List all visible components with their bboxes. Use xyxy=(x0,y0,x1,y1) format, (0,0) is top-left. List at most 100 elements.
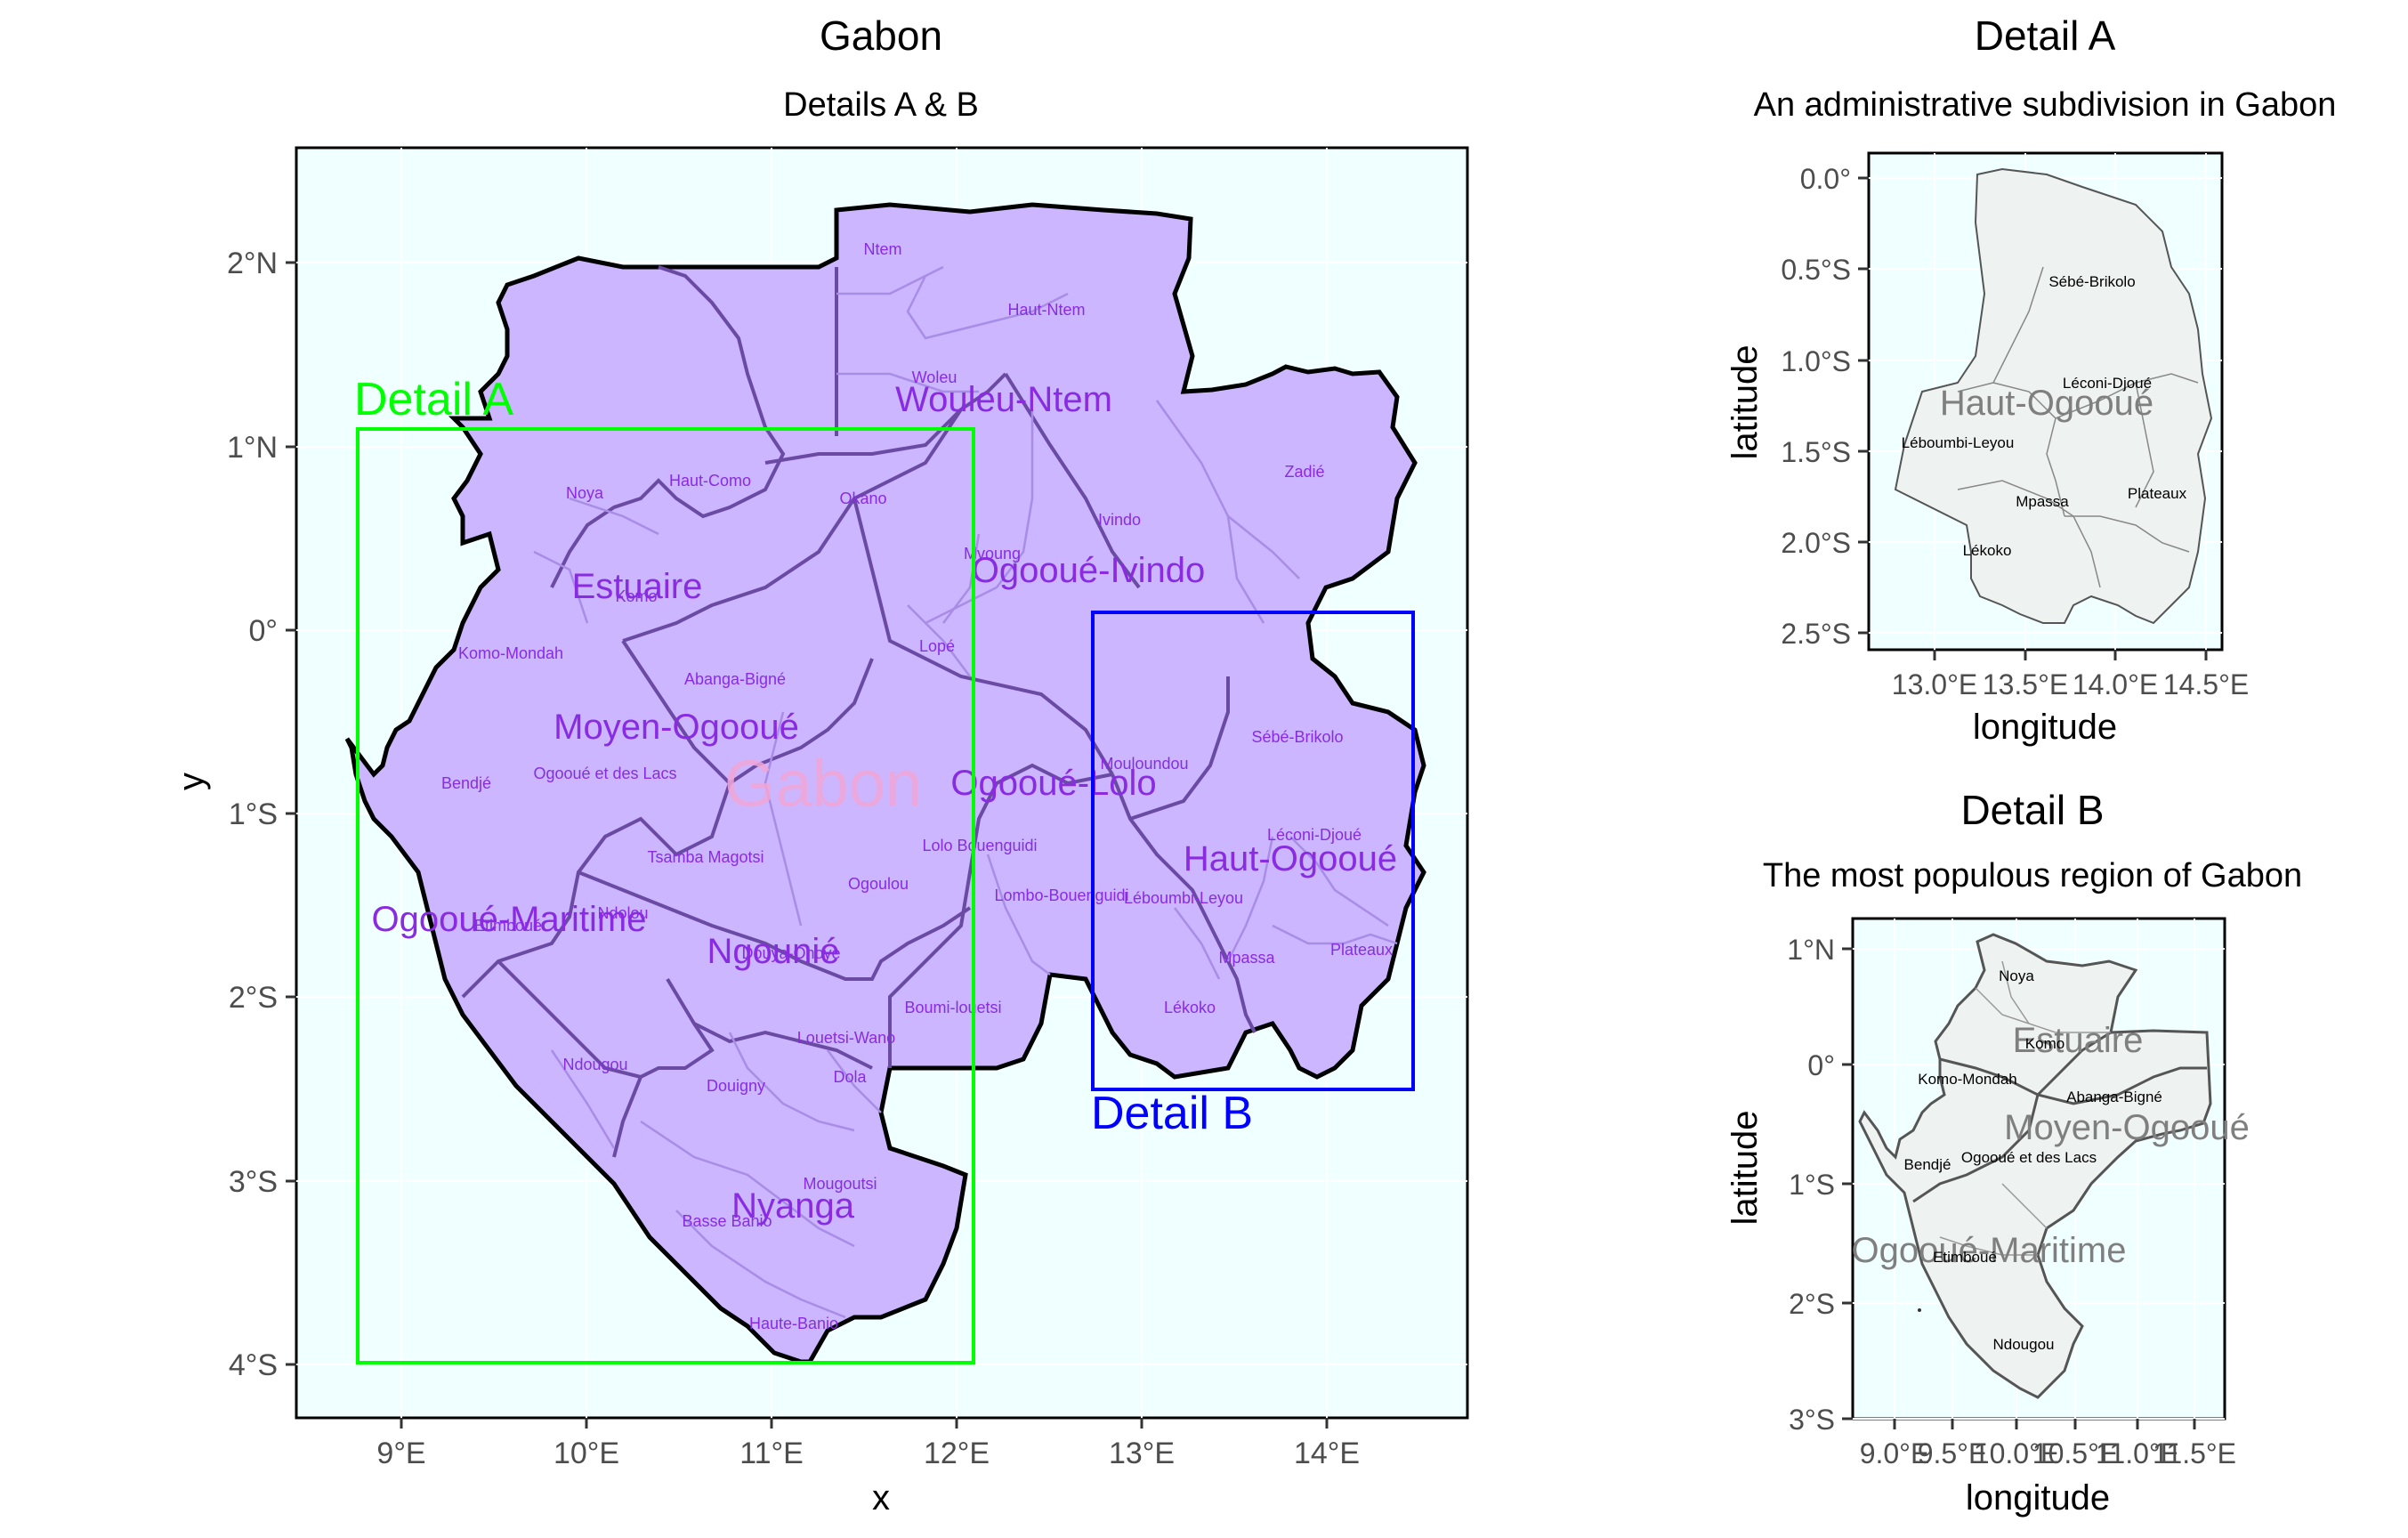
province-label: Moyen-Ogooué xyxy=(2004,1108,2250,1147)
department-label: Abanga-Bigné xyxy=(2066,1089,2162,1105)
detail-a-subtitle: An administrative subdivision in Gabon xyxy=(1754,86,2337,124)
department-label: Ogooué et des Lacs xyxy=(533,765,676,782)
department-label: Haute-Banio xyxy=(749,1315,838,1332)
department-label: Zadié xyxy=(1284,463,1324,481)
department-label: Ndougou xyxy=(1992,1336,2054,1353)
x-tick-label: 9.5°E xyxy=(1918,1437,1988,1469)
department-label: Bendjé xyxy=(441,774,491,792)
detail-b-map: Detail B The most populous region of Gab… xyxy=(1725,787,2302,1518)
department-label: Lopé xyxy=(919,637,955,655)
y-tick-label: 2°S xyxy=(229,981,278,1015)
department-label: Boumi-louetsi xyxy=(904,999,1001,1016)
y-tick-label: 3°S xyxy=(1789,1404,1835,1436)
main-subtitle: Details A & B xyxy=(783,86,979,124)
y-tick-label: 4°S xyxy=(229,1348,278,1382)
department-label: Etimboué xyxy=(474,917,542,935)
detail-b-department-borders xyxy=(1939,960,2111,1256)
x-tick-label: 9°E xyxy=(376,1437,425,1470)
province-label: Estuaire xyxy=(572,567,703,606)
detail-b-province-labels: Estuaire Moyen-Ogooué Ogooué-Maritime xyxy=(1851,1021,2249,1270)
y-tick-label: 1°N xyxy=(1787,934,1835,966)
detail-b-title: Detail B xyxy=(1960,787,2104,833)
department-label: Lékoko xyxy=(1164,999,1216,1016)
y-tick-label: 0.5°S xyxy=(1781,254,1851,286)
detail-a-y-tick-labels: 0.0° 0.5°S 1.0°S 1.5°S 2.0°S 2.5°S xyxy=(1781,163,1851,650)
department-label: Noya xyxy=(566,484,604,502)
x-tick-label: 13.0°E xyxy=(1892,668,1977,700)
province-label: Ogooué-Ivindo xyxy=(972,551,1205,590)
y-tick-label: 0.0° xyxy=(1800,163,1851,195)
y-tick-label: 3°S xyxy=(229,1165,278,1199)
haut-ogooue-shape[interactable] xyxy=(1894,167,2213,625)
province-label: Ogooué-Lolo xyxy=(950,764,1156,803)
y-tick-label: 2°S xyxy=(1789,1288,1835,1320)
department-label: Ndolou xyxy=(597,904,648,922)
department-label: Sébé-Brikolo xyxy=(1251,728,1343,746)
y-tick-label: 0° xyxy=(1807,1049,1835,1081)
department-label: Mpassa xyxy=(1218,949,1275,967)
y-tick-label: 1.0°S xyxy=(1781,345,1851,377)
detail-a-box[interactable] xyxy=(356,427,975,1364)
department-labels: Ntem Haut-Ntem Woleu Okano Noya Haut-Com… xyxy=(441,240,1393,1332)
country-label: Gabon xyxy=(724,747,922,821)
main-y-tick-labels: 2°N 1°N 0° 1°S 2°S 3°S 4°S xyxy=(227,247,278,1382)
department-label: Léconi-Djoué xyxy=(2063,375,2152,392)
detail-b-subtitle: The most populous region of Gabon xyxy=(1763,857,2302,894)
province-label: Nyanga xyxy=(731,1186,855,1226)
department-label: Ogooué et des Lacs xyxy=(1961,1149,2097,1166)
detail-b-axis-ticks xyxy=(1842,947,2196,1429)
detail-a-map: Detail A An administrative subdivision i… xyxy=(1725,12,2336,747)
detail-b-region-shape[interactable] xyxy=(1858,933,2212,1399)
detail-b-x-axis-title: longitude xyxy=(1966,1478,2110,1518)
province-label: Wouleu-Ntem xyxy=(895,380,1112,419)
detail-a-y-axis-title: latitude xyxy=(1725,345,1765,460)
detail-a-title: Detail A xyxy=(1975,12,2116,59)
province-label: Haut-Ogooué xyxy=(1184,839,1397,878)
department-label: Mouloundou xyxy=(1100,755,1188,773)
detail-b-x-tick-labels: 9.0°E 9.5°E 10.0°E 10.5°E 11.0°E 11.5°E xyxy=(1860,1437,2236,1469)
y-tick-label: 1°S xyxy=(1789,1169,1835,1201)
department-label: Bendjé xyxy=(1904,1156,1951,1173)
main-title: Gabon xyxy=(820,12,942,59)
detail-b-province-borders xyxy=(1912,1031,2207,1203)
department-label: Ivindo xyxy=(1098,511,1141,529)
department-label: Okano xyxy=(839,490,886,507)
department-label: Sébé-Brikolo xyxy=(2048,273,2135,290)
x-tick-label: 10.5°E xyxy=(2032,1437,2118,1469)
province-label: Ogooué-Maritime xyxy=(371,900,646,939)
x-tick-label: 11.5°E xyxy=(2153,1437,2236,1469)
x-tick-label: 11.0°E xyxy=(2096,1437,2179,1469)
y-tick-label: 2.5°S xyxy=(1781,618,1851,650)
province-label: Estuaire xyxy=(2013,1021,2144,1060)
detail-a-x-tick-labels: 13.0°E 13.5°E 14.0°E 14.5°E xyxy=(1892,668,2249,700)
department-label: Tsamba Magotsi xyxy=(647,848,764,866)
province-borders xyxy=(461,265,1257,1158)
detail-a-department-borders xyxy=(1957,266,2199,588)
department-borders xyxy=(533,265,1398,1319)
department-label: Douya-Onoye xyxy=(741,944,840,962)
department-label: Komo xyxy=(2025,1035,2065,1052)
x-tick-label: 10°E xyxy=(554,1437,619,1470)
main-axis-ticks xyxy=(286,261,1329,1429)
department-label: Etimboué xyxy=(1933,1249,1997,1266)
detail-b-y-axis-title: latitude xyxy=(1725,1111,1765,1226)
department-label: Lombo-Bouenguidi xyxy=(994,886,1128,904)
department-label: Louetsi-Wano xyxy=(797,1029,895,1047)
main-x-tick-labels: 9°E 10°E 11°E 12°E 13°E 14°E xyxy=(376,1437,1360,1470)
department-label: Mpassa xyxy=(2016,493,2069,510)
department-label: Léboumbi-Leyou xyxy=(1902,434,2015,451)
department-label: Plateaux xyxy=(1330,941,1393,959)
detail-a-region-label: Haut-Ogooué xyxy=(1940,384,2153,423)
department-label: Ndougou xyxy=(562,1056,627,1073)
x-tick-label: 14.5°E xyxy=(2163,668,2249,700)
y-tick-label: 1°N xyxy=(227,431,278,465)
detail-b-islet xyxy=(1918,1308,1921,1312)
province-label: Moyen-Ogooué xyxy=(554,708,799,747)
province-label: Ogooué-Maritime xyxy=(1851,1231,2126,1270)
x-tick-label: 11°E xyxy=(739,1437,804,1470)
x-tick-label: 14.0°E xyxy=(2073,668,2158,700)
department-label: Dola xyxy=(833,1068,867,1086)
detail-b-box[interactable] xyxy=(1091,611,1415,1091)
department-label: Léconi-Djoué xyxy=(1267,826,1362,844)
